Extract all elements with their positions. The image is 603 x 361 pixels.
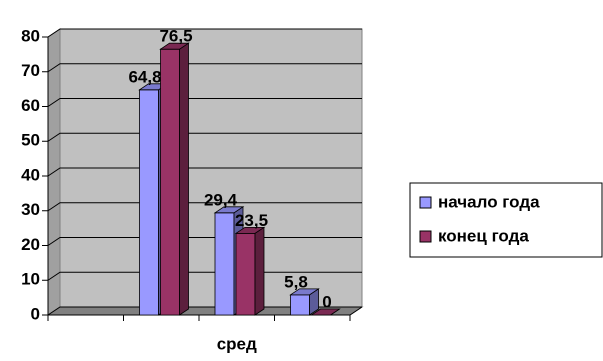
bar-top (234, 226, 266, 234)
y-tick-label: 10 (21, 270, 40, 289)
y-tick-label: 30 (21, 200, 40, 219)
y-tick-label: 80 (21, 26, 40, 45)
bar-front (160, 48, 180, 316)
value-label: 0 (322, 292, 331, 311)
y-tick-label: 50 (21, 131, 40, 150)
legend-swatch (419, 230, 432, 243)
y-tick-label: 60 (21, 96, 40, 115)
value-label: 5,8 (284, 272, 308, 291)
grid-line (47, 98, 362, 107)
bar (289, 288, 320, 316)
grid-line (47, 202, 362, 212)
bar-top (310, 308, 341, 316)
value-label: 29,4 (204, 190, 238, 209)
legend-swatch (419, 196, 432, 209)
x-axis-back (349, 306, 363, 316)
bar-front (139, 89, 159, 316)
value-label: 76,5 (159, 27, 192, 46)
bar-front (214, 212, 235, 316)
bar-top (159, 42, 190, 50)
y-tick-label: 70 (21, 61, 40, 80)
grid-line (47, 167, 362, 177)
bar (310, 308, 341, 316)
bar-top (289, 288, 320, 296)
y-tick-label: 20 (21, 235, 40, 254)
y-tick-label: 40 (21, 165, 40, 184)
grid-line (47, 28, 362, 38)
x-tick-label: сред (217, 334, 257, 353)
bar (159, 42, 190, 316)
legend-label: конец года (438, 226, 529, 245)
legend-box (409, 182, 603, 258)
bar-side (254, 226, 265, 316)
y-tick-label: 0 (31, 304, 40, 323)
value-label: 64,8 (128, 67, 161, 86)
bar-side (179, 42, 189, 316)
bar (234, 226, 266, 316)
grid-line (47, 63, 362, 73)
bar-top (213, 206, 245, 214)
bar-front (290, 294, 310, 316)
grid-line (47, 132, 362, 142)
value-label: 23,5 (235, 211, 268, 230)
legend-label: начало года (438, 192, 540, 211)
bar-front (235, 232, 256, 316)
